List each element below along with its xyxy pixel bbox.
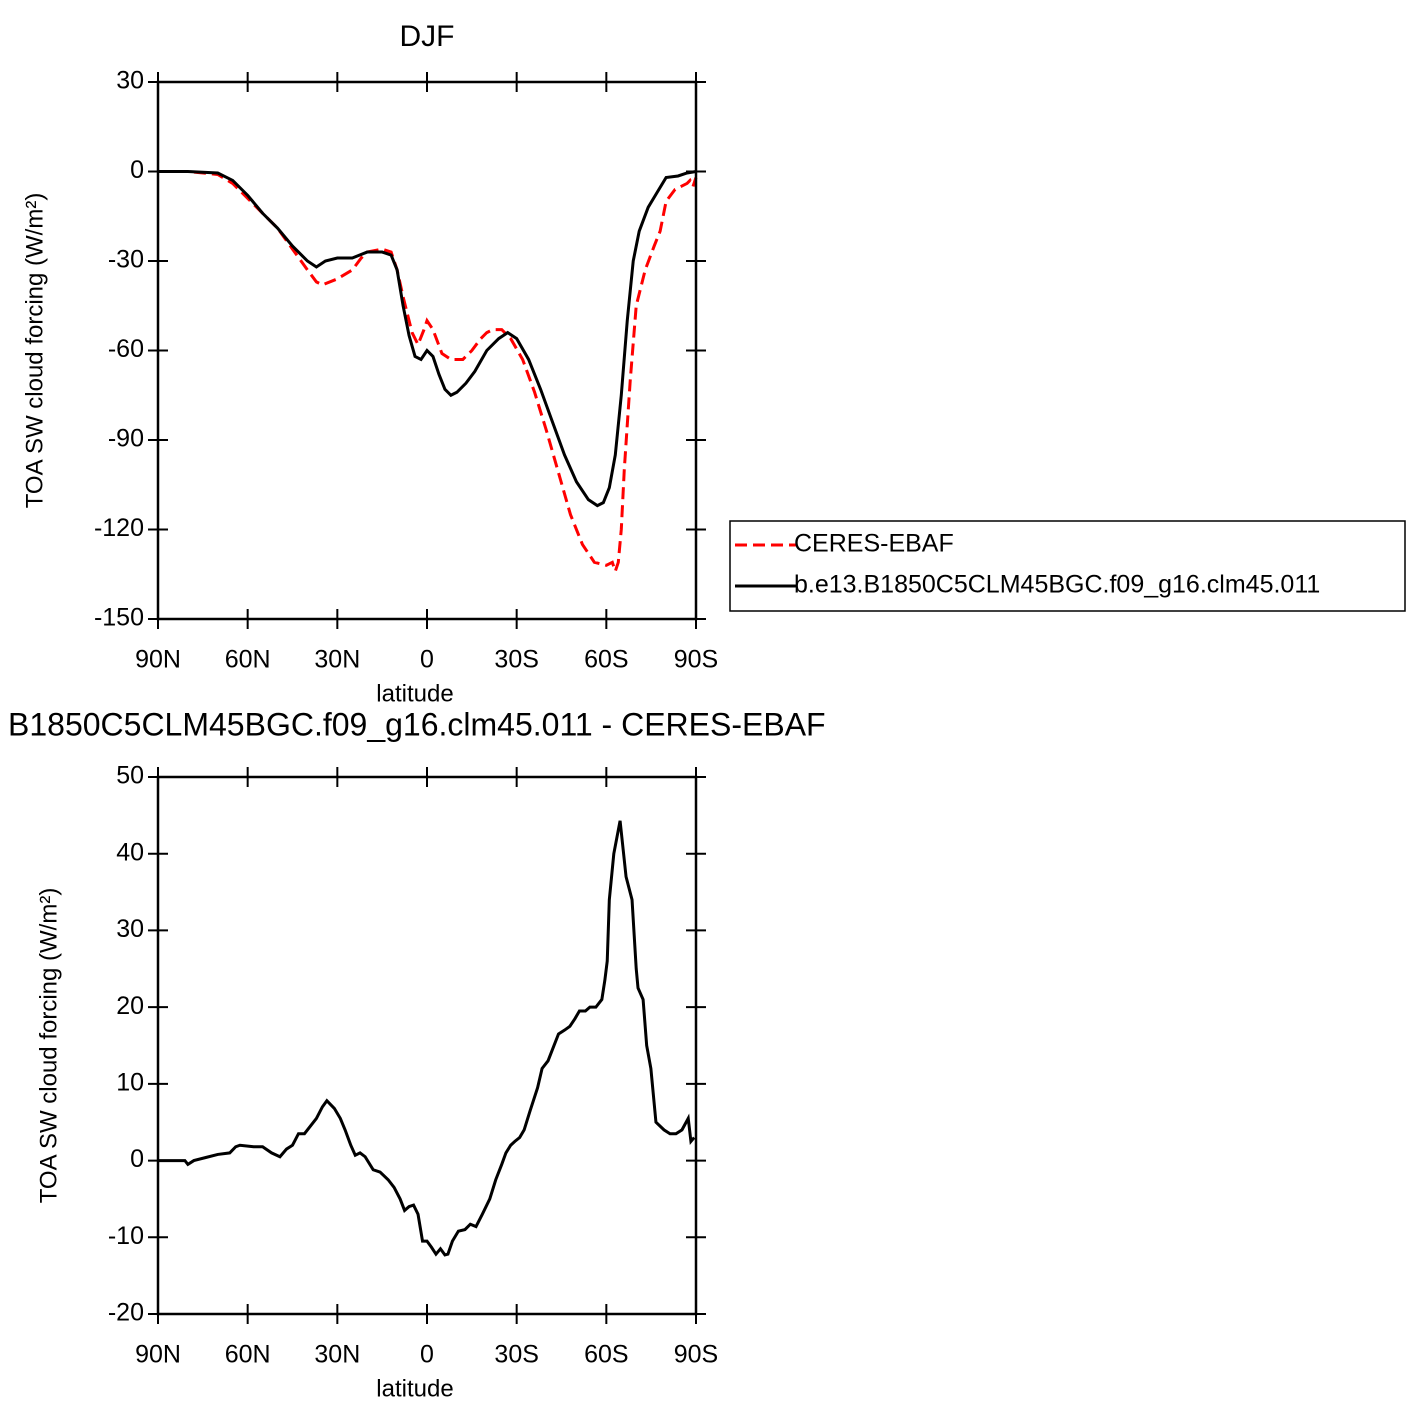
y-tick-label: -20 bbox=[108, 1299, 144, 1327]
y-tick-label: 40 bbox=[116, 838, 144, 866]
x-tick-label: 60S bbox=[584, 1341, 628, 1369]
x-tick-label: 30N bbox=[314, 646, 360, 674]
chart-title: B1850C5CLM45BGC.f09_g16.clm45.011 - CERE… bbox=[8, 706, 826, 742]
y-tick-label: 50 bbox=[116, 762, 144, 790]
y-tick-label: 10 bbox=[116, 1068, 144, 1096]
legend-label: b.e13.B1850C5CLM45BGC.f09_g16.clm45.011 bbox=[794, 571, 1320, 599]
x-axis-label: latitude bbox=[376, 680, 453, 707]
x-tick-label: 30S bbox=[494, 1341, 538, 1369]
x-tick-label: 90N bbox=[135, 1341, 181, 1369]
x-tick-label: 30N bbox=[314, 1341, 360, 1369]
x-tick-label: 60N bbox=[225, 1341, 271, 1369]
x-tick-label: 60N bbox=[225, 646, 271, 674]
x-tick-label: 60S bbox=[584, 646, 628, 674]
x-tick-label: 90N bbox=[135, 646, 181, 674]
y-tick-label: -90 bbox=[108, 425, 144, 453]
plot-frame bbox=[156, 80, 698, 621]
plot-frame bbox=[156, 775, 698, 1316]
chart-title: DJF bbox=[400, 20, 455, 53]
y-tick-label: -60 bbox=[108, 335, 144, 363]
y-axis-label: TOA SW cloud forcing (W/m²) bbox=[21, 193, 48, 509]
x-tick-label: 0 bbox=[420, 1341, 434, 1369]
data-line bbox=[158, 820, 696, 1257]
y-tick-label: 0 bbox=[130, 1145, 144, 1173]
y-tick-label: 30 bbox=[116, 67, 144, 95]
data-line bbox=[158, 170, 697, 508]
y-tick-label: 0 bbox=[130, 156, 144, 184]
x-tick-label: 30S bbox=[494, 646, 538, 674]
y-tick-label: -120 bbox=[94, 514, 144, 542]
y-tick-label: 30 bbox=[116, 915, 144, 943]
legend-label: CERES-EBAF bbox=[794, 530, 954, 558]
y-tick-label: 20 bbox=[116, 992, 144, 1020]
x-axis-label: latitude bbox=[376, 1375, 453, 1402]
y-tick-label: -30 bbox=[108, 246, 144, 274]
y-tick-label: -150 bbox=[94, 604, 144, 632]
data-line bbox=[158, 170, 698, 577]
x-tick-label: 0 bbox=[420, 646, 434, 674]
x-tick-label: 90S bbox=[674, 646, 718, 674]
y-axis-label: TOA SW cloud forcing (W/m²) bbox=[35, 888, 62, 1204]
x-tick-label: 90S bbox=[674, 1341, 718, 1369]
y-tick-label: -10 bbox=[108, 1222, 144, 1250]
legend-box bbox=[729, 520, 1406, 612]
